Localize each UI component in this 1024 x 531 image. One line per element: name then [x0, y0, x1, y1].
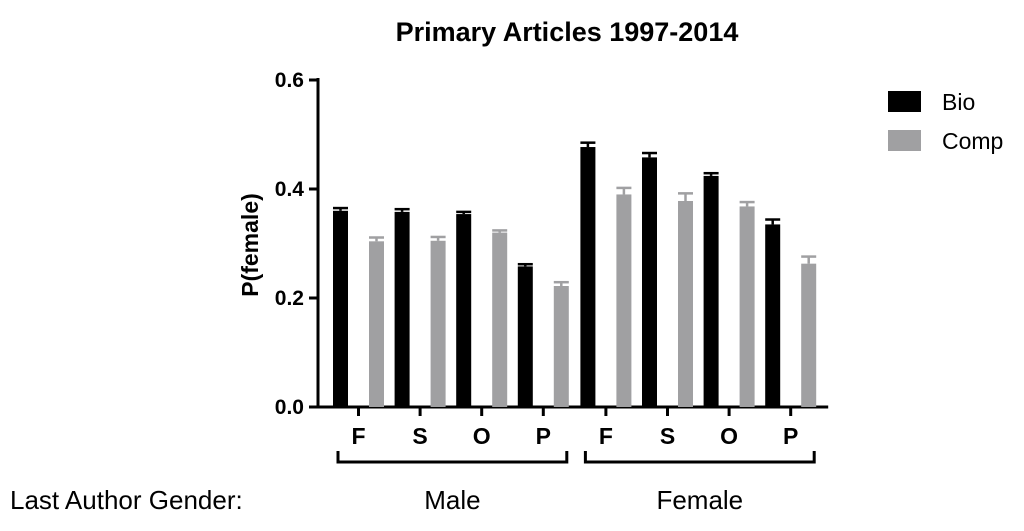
x-tick-label: S [660, 423, 675, 449]
bar-comp [801, 263, 817, 407]
y-tick-label: 0.0 [275, 396, 304, 419]
x-tick-label: P [783, 423, 798, 449]
legend: Bio Comp [888, 89, 1003, 154]
group-axis-label: Last Author Gender: [10, 485, 243, 515]
y-tick-label: 0.2 [275, 287, 304, 310]
legend-label-bio: Bio [942, 89, 975, 115]
group-bracket [336, 451, 569, 464]
legend-swatch-comp [888, 130, 921, 151]
bar-bio [456, 214, 472, 407]
y-tick-label: 0.4 [275, 178, 305, 201]
bar-comp [492, 232, 508, 407]
plot-area: 0.0 0.2 0.4 0.6 F S O P F S O P Male Female [275, 69, 829, 515]
x-tick-label: P [536, 423, 551, 449]
bar-bio [765, 224, 781, 407]
legend-swatch-bio [888, 91, 921, 112]
bar-comp [430, 240, 446, 407]
chart-title: Primary Articles 1997-2014 [396, 17, 739, 47]
legend-label-comp: Comp [942, 128, 1003, 154]
group-bracket [583, 451, 816, 464]
x-tick-label: S [412, 423, 427, 449]
bar-comp [369, 241, 384, 407]
bar-comp [739, 206, 755, 407]
group-label: Male [424, 485, 480, 515]
x-tick-label: O [720, 423, 738, 449]
bar-bio [642, 157, 657, 407]
bar-comp [553, 286, 569, 407]
bar-bio [333, 210, 348, 407]
bar-bio [394, 211, 410, 407]
x-tick-label: O [473, 423, 491, 449]
y-axis-label: P(female) [237, 193, 263, 297]
y-tick-label: 0.6 [275, 69, 304, 92]
x-tick-label: F [599, 423, 613, 449]
bar-bio [703, 175, 719, 407]
x-tick-label: F [351, 423, 365, 449]
bar-comp [616, 194, 632, 407]
bar-bio [580, 147, 596, 407]
bar-bio [517, 266, 533, 407]
group-label: Female [656, 485, 743, 515]
bar-comp [678, 200, 693, 407]
